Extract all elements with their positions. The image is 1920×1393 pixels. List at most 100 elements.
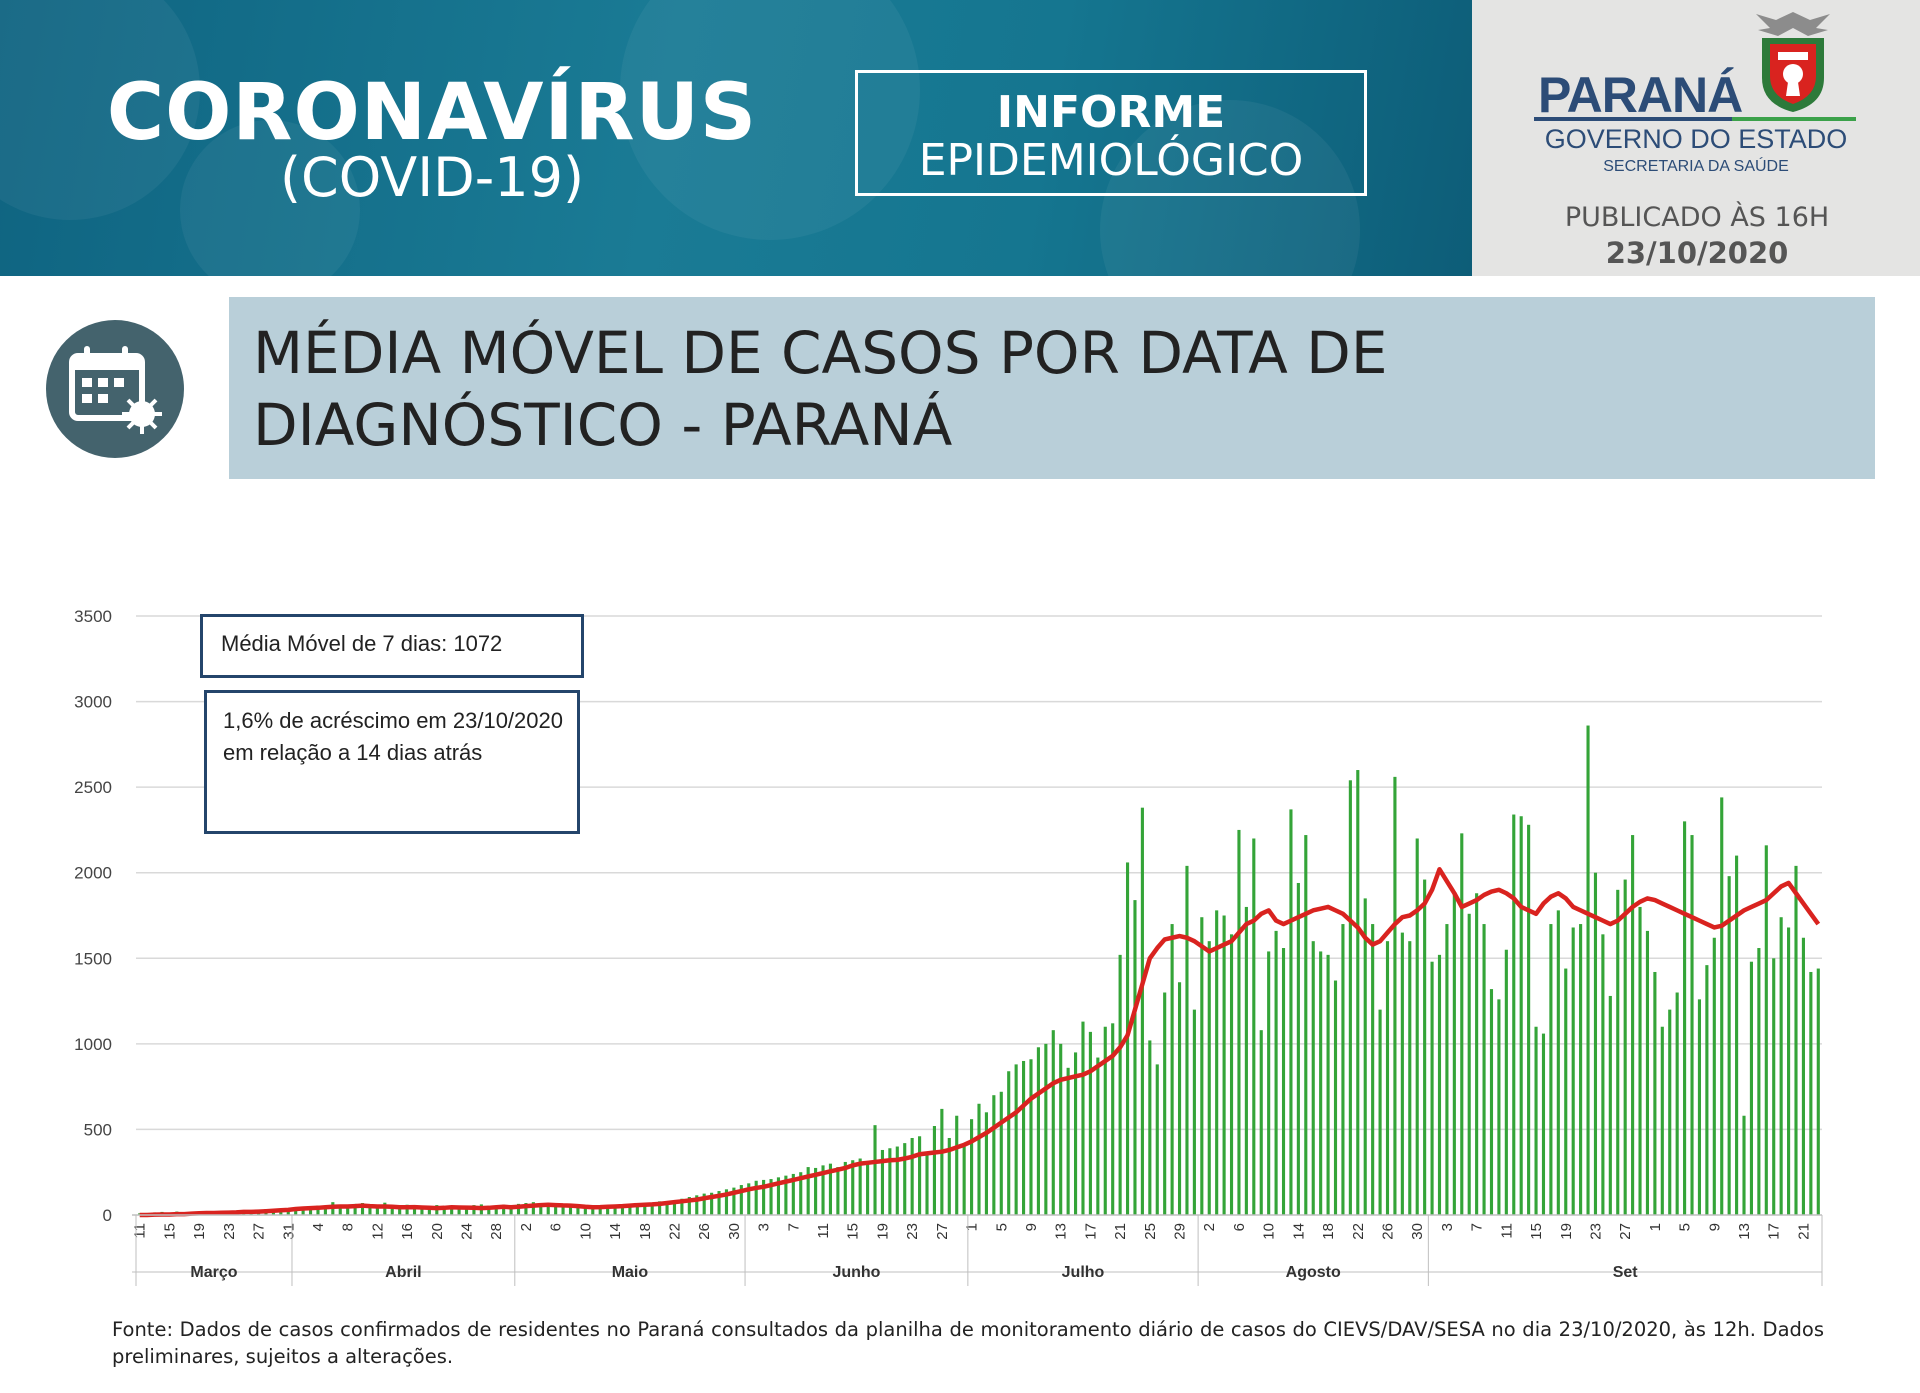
x-tick-label: 18 — [1320, 1223, 1337, 1240]
bar — [606, 1205, 610, 1215]
bar — [398, 1205, 402, 1215]
bar — [1140, 807, 1144, 1215]
x-tick-label: 5 — [1677, 1223, 1694, 1231]
bar — [1252, 838, 1256, 1215]
x-tick-label: 6 — [548, 1223, 565, 1231]
bar — [583, 1206, 587, 1215]
bar — [672, 1200, 677, 1215]
bar — [1720, 797, 1724, 1215]
bar — [531, 1202, 535, 1215]
y-tick-label: 3500 — [74, 607, 112, 626]
bar — [1816, 968, 1820, 1215]
bar — [1118, 954, 1122, 1215]
bar — [1779, 917, 1783, 1215]
informe-line2: EPIDEMIOLÓGICO — [918, 135, 1304, 186]
bar — [1489, 989, 1494, 1215]
x-tick-label: 3 — [1439, 1223, 1456, 1231]
bar — [1096, 1057, 1100, 1215]
bar — [895, 1146, 899, 1215]
bar — [383, 1202, 387, 1215]
bar — [635, 1203, 639, 1215]
bar — [1014, 1064, 1018, 1215]
calendar-virus-icon — [46, 320, 184, 458]
bar — [1200, 917, 1204, 1215]
bar — [925, 1155, 929, 1215]
bar — [1579, 924, 1583, 1215]
bar — [1504, 949, 1508, 1215]
bar — [799, 1172, 803, 1215]
month-label: Junho — [832, 1264, 880, 1281]
bar — [1549, 924, 1553, 1215]
bar — [509, 1206, 513, 1215]
x-tick-label: 25 — [1142, 1223, 1159, 1240]
x-tick-label: 12 — [369, 1223, 386, 1240]
bar — [1281, 948, 1286, 1215]
bar — [1237, 829, 1241, 1215]
bar — [717, 1191, 721, 1215]
x-tick-label: 30 — [1409, 1223, 1426, 1240]
bar — [1593, 872, 1598, 1215]
bar — [1259, 1030, 1263, 1215]
x-tick-label: 21 — [1112, 1223, 1129, 1240]
bar — [1475, 893, 1479, 1215]
bar — [1274, 930, 1278, 1215]
bar — [1289, 809, 1293, 1215]
source-note: Fonte: Dados de casos confirmados de res… — [112, 1318, 1824, 1368]
moving-average-line — [139, 867, 1821, 1218]
bar — [784, 1175, 788, 1215]
bar — [427, 1206, 431, 1215]
bar — [1356, 770, 1360, 1215]
bar — [494, 1205, 498, 1215]
x-tick-label: 19 — [1558, 1223, 1575, 1240]
informe-line1: INFORME — [996, 87, 1226, 138]
bar — [1482, 924, 1486, 1215]
bar — [999, 1091, 1003, 1215]
bar — [1007, 1071, 1011, 1215]
bar — [1675, 992, 1679, 1215]
bar — [695, 1195, 699, 1215]
bar — [1571, 927, 1575, 1215]
bar — [724, 1189, 729, 1215]
bar — [1022, 1060, 1026, 1215]
bar — [546, 1203, 550, 1215]
bar — [1267, 951, 1271, 1215]
bar — [412, 1206, 417, 1215]
bar — [1653, 971, 1657, 1215]
x-tick-label: 24 — [459, 1223, 476, 1240]
bar — [1385, 941, 1390, 1215]
bar — [294, 1207, 298, 1215]
bar — [1460, 833, 1464, 1215]
x-tick-label: 8 — [340, 1223, 357, 1231]
bar — [1683, 821, 1687, 1215]
bar — [680, 1198, 684, 1215]
bar — [405, 1204, 409, 1215]
bar — [1809, 971, 1813, 1215]
bar — [1794, 865, 1798, 1215]
x-tick-label: 26 — [696, 1223, 713, 1240]
bar — [1749, 961, 1753, 1215]
bar — [613, 1204, 617, 1215]
x-tick-label: 1 — [964, 1223, 981, 1231]
bar — [457, 1207, 461, 1215]
bar — [732, 1187, 736, 1215]
x-tick-label: 9 — [1706, 1223, 1723, 1231]
bar — [1660, 1026, 1664, 1215]
bar — [1088, 1031, 1092, 1215]
bar — [918, 1136, 922, 1215]
bar — [880, 1149, 885, 1215]
bar — [814, 1167, 818, 1215]
x-tick-label: 18 — [637, 1223, 654, 1240]
bar — [1207, 941, 1211, 1215]
bar — [1631, 835, 1635, 1215]
x-tick-label: 27 — [1617, 1223, 1634, 1240]
bar — [464, 1206, 469, 1215]
bar — [1036, 1047, 1040, 1215]
bar — [338, 1204, 342, 1215]
bar — [762, 1179, 766, 1215]
bar — [308, 1206, 313, 1215]
bar — [591, 1207, 595, 1215]
bar — [390, 1206, 394, 1215]
bar — [1029, 1059, 1033, 1215]
bar — [1192, 1009, 1196, 1215]
bar — [1155, 1064, 1159, 1215]
